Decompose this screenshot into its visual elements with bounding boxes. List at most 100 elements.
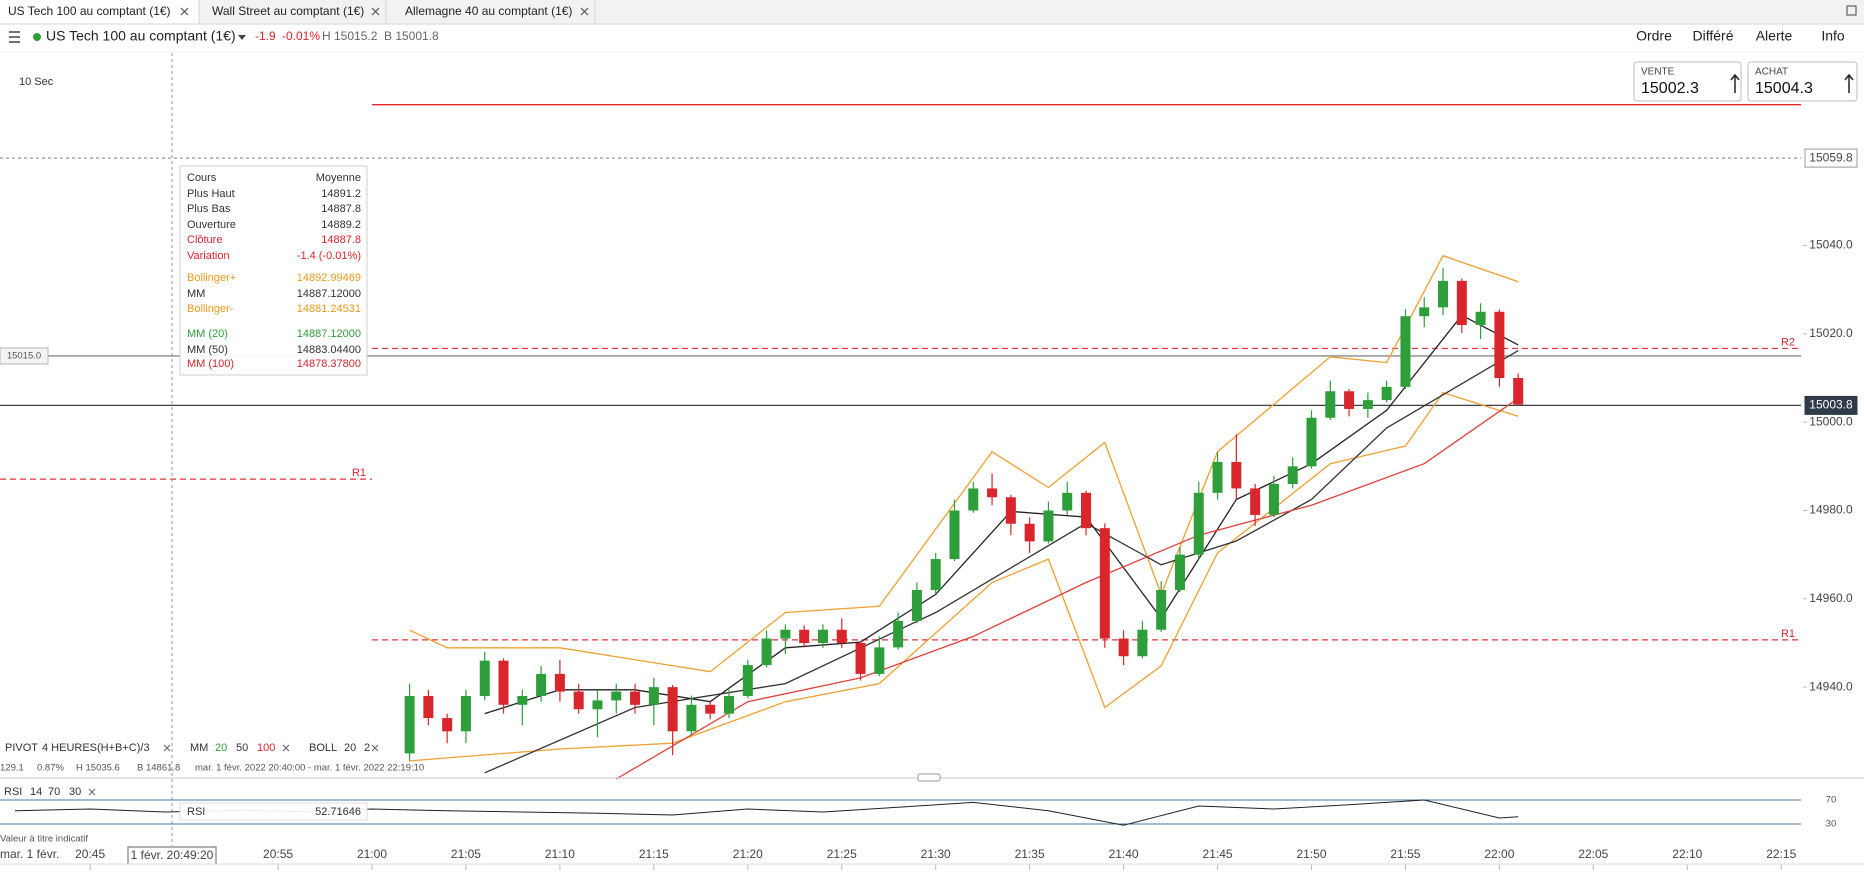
candle-body <box>1005 497 1016 524</box>
candle-body <box>1456 280 1467 326</box>
pivot-label: R2 <box>1781 336 1795 348</box>
candle-body <box>667 687 678 732</box>
x-tick-label: 22:15 <box>1766 847 1796 861</box>
mm-period[interactable]: 20 <box>215 742 227 754</box>
buy-label[interactable]: ACHAT <box>1755 67 1788 78</box>
candle-body <box>498 660 509 705</box>
buy-box[interactable] <box>1747 61 1858 102</box>
tooltip-value: 14892.99469 <box>297 272 361 284</box>
pivot-label: R1 <box>352 467 366 479</box>
x-tick-label: 21:25 <box>827 847 857 861</box>
mm-period[interactable]: 50 <box>236 742 248 754</box>
pivot-period[interactable]: 4 HEURES <box>42 742 97 754</box>
sell-label[interactable]: VENTE <box>1641 67 1675 78</box>
candle-body <box>1287 466 1298 485</box>
boll-label[interactable]: BOLL <box>309 742 337 754</box>
menu-item[interactable]: Différé <box>1693 28 1734 44</box>
price-label: 15059.8 <box>1809 150 1853 164</box>
candle-body <box>968 488 979 511</box>
candle-body <box>1212 461 1223 493</box>
rsi-label[interactable]: RSI <box>4 786 22 798</box>
y-tick-label: 14960.0 <box>1809 591 1853 605</box>
candle-body <box>1193 492 1204 555</box>
tooltip-label: MM (100) <box>187 358 234 370</box>
price-label-box <box>0 347 49 365</box>
candle-body <box>1419 307 1430 317</box>
overlay-line <box>484 350 1519 774</box>
x-tick-label: 21:00 <box>357 847 387 861</box>
candle-body <box>1325 391 1336 418</box>
price-label-box <box>1804 148 1858 168</box>
tooltip-label: MM (50) <box>187 344 228 356</box>
candle-body <box>1024 523 1035 542</box>
candle-body <box>1268 484 1279 515</box>
candle-body <box>761 638 772 666</box>
candle-body <box>1400 316 1411 387</box>
popout-icon[interactable] <box>1846 5 1857 16</box>
x-tick-label: 21:55 <box>1390 847 1420 861</box>
status-dot <box>33 33 41 41</box>
interval[interactable]: 10 Sec <box>19 76 54 88</box>
candle-body <box>1118 638 1129 657</box>
boll-period[interactable]: 20 <box>344 742 356 754</box>
y-tick-label: 14980.0 <box>1809 503 1853 517</box>
x-tick-label: 21:10 <box>545 847 575 861</box>
tab-close-icons[interactable] <box>180 7 589 16</box>
rsi-tick-label: 30 <box>1826 819 1837 830</box>
mm-label[interactable]: MM <box>190 742 208 754</box>
instrument-name[interactable]: US Tech 100 au comptant (1€) <box>46 28 236 44</box>
sell-price[interactable]: 15002.3 <box>1641 80 1699 97</box>
overlay-line <box>615 397 1519 780</box>
candle-body <box>648 687 659 705</box>
buy-price[interactable]: 15004.3 <box>1755 80 1813 97</box>
high: H 15015.2 <box>322 29 378 43</box>
rsi-upper[interactable]: 70 <box>48 786 60 798</box>
sell-box[interactable] <box>1633 61 1742 102</box>
rsi-lower[interactable]: 30 <box>69 786 81 798</box>
rsi-period[interactable]: 14 <box>30 786 42 798</box>
menu-item[interactable]: Alerte <box>1756 28 1793 44</box>
x-tick-label: 21:50 <box>1296 847 1326 861</box>
rsi-tooltip <box>179 802 368 821</box>
candle-body <box>949 510 960 560</box>
disclaimer: Valeur à titre indicatif <box>0 834 88 845</box>
summary-range: mar. 1 févr. 2022 20:40:00 - mar. 1 févr… <box>195 763 424 774</box>
x-tick-label: 22:10 <box>1672 847 1702 861</box>
menu-item[interactable]: Info <box>1821 28 1845 44</box>
summary-high: H 15035.6 <box>76 763 120 774</box>
candle-body <box>799 629 810 643</box>
tab-label[interactable]: Wall Street au comptant (1€) <box>212 4 364 18</box>
dropdown-caret[interactable] <box>238 35 246 40</box>
candle-body <box>479 660 490 696</box>
active-tab[interactable] <box>0 0 199 24</box>
mm-period[interactable]: 100 <box>257 742 275 754</box>
candle-body <box>1381 386 1392 401</box>
candle-body <box>1475 311 1486 326</box>
x-tick-label: 21:45 <box>1203 847 1233 861</box>
candle-body <box>705 704 716 714</box>
menu-icon[interactable] <box>9 31 20 43</box>
tab-label[interactable]: Allemagne 40 au comptant (1€) <box>405 4 572 18</box>
pivot-label[interactable]: PIVOT <box>5 742 38 754</box>
pivot-formula[interactable]: (H+B+C)/3 <box>97 742 150 754</box>
indicator-close-icons[interactable] <box>88 744 379 796</box>
boll-deviation[interactable]: 2 <box>364 742 370 754</box>
tooltip-header: Cours <box>187 172 217 184</box>
candle-body <box>930 559 941 590</box>
candle-body <box>874 647 885 674</box>
candle-body <box>742 665 753 696</box>
tab-label[interactable]: US Tech 100 au comptant (1€) <box>8 4 171 18</box>
tooltip-label: Ouverture <box>187 219 236 231</box>
candle-body <box>911 589 922 621</box>
tooltip-value: 14887.12000 <box>297 328 361 340</box>
pane-handle[interactable] <box>917 773 941 782</box>
candle-body <box>1306 417 1317 467</box>
candle-body <box>1494 311 1505 379</box>
menu-item[interactable]: Ordre <box>1636 28 1672 44</box>
tooltip-label: Variation <box>187 250 230 262</box>
tooltip-header: Moyenne <box>316 172 361 184</box>
change-pct: -0.01% <box>282 29 320 43</box>
y-tick-label: 15000.0 <box>1809 414 1853 428</box>
tooltip-value: 14881.24531 <box>297 303 361 315</box>
